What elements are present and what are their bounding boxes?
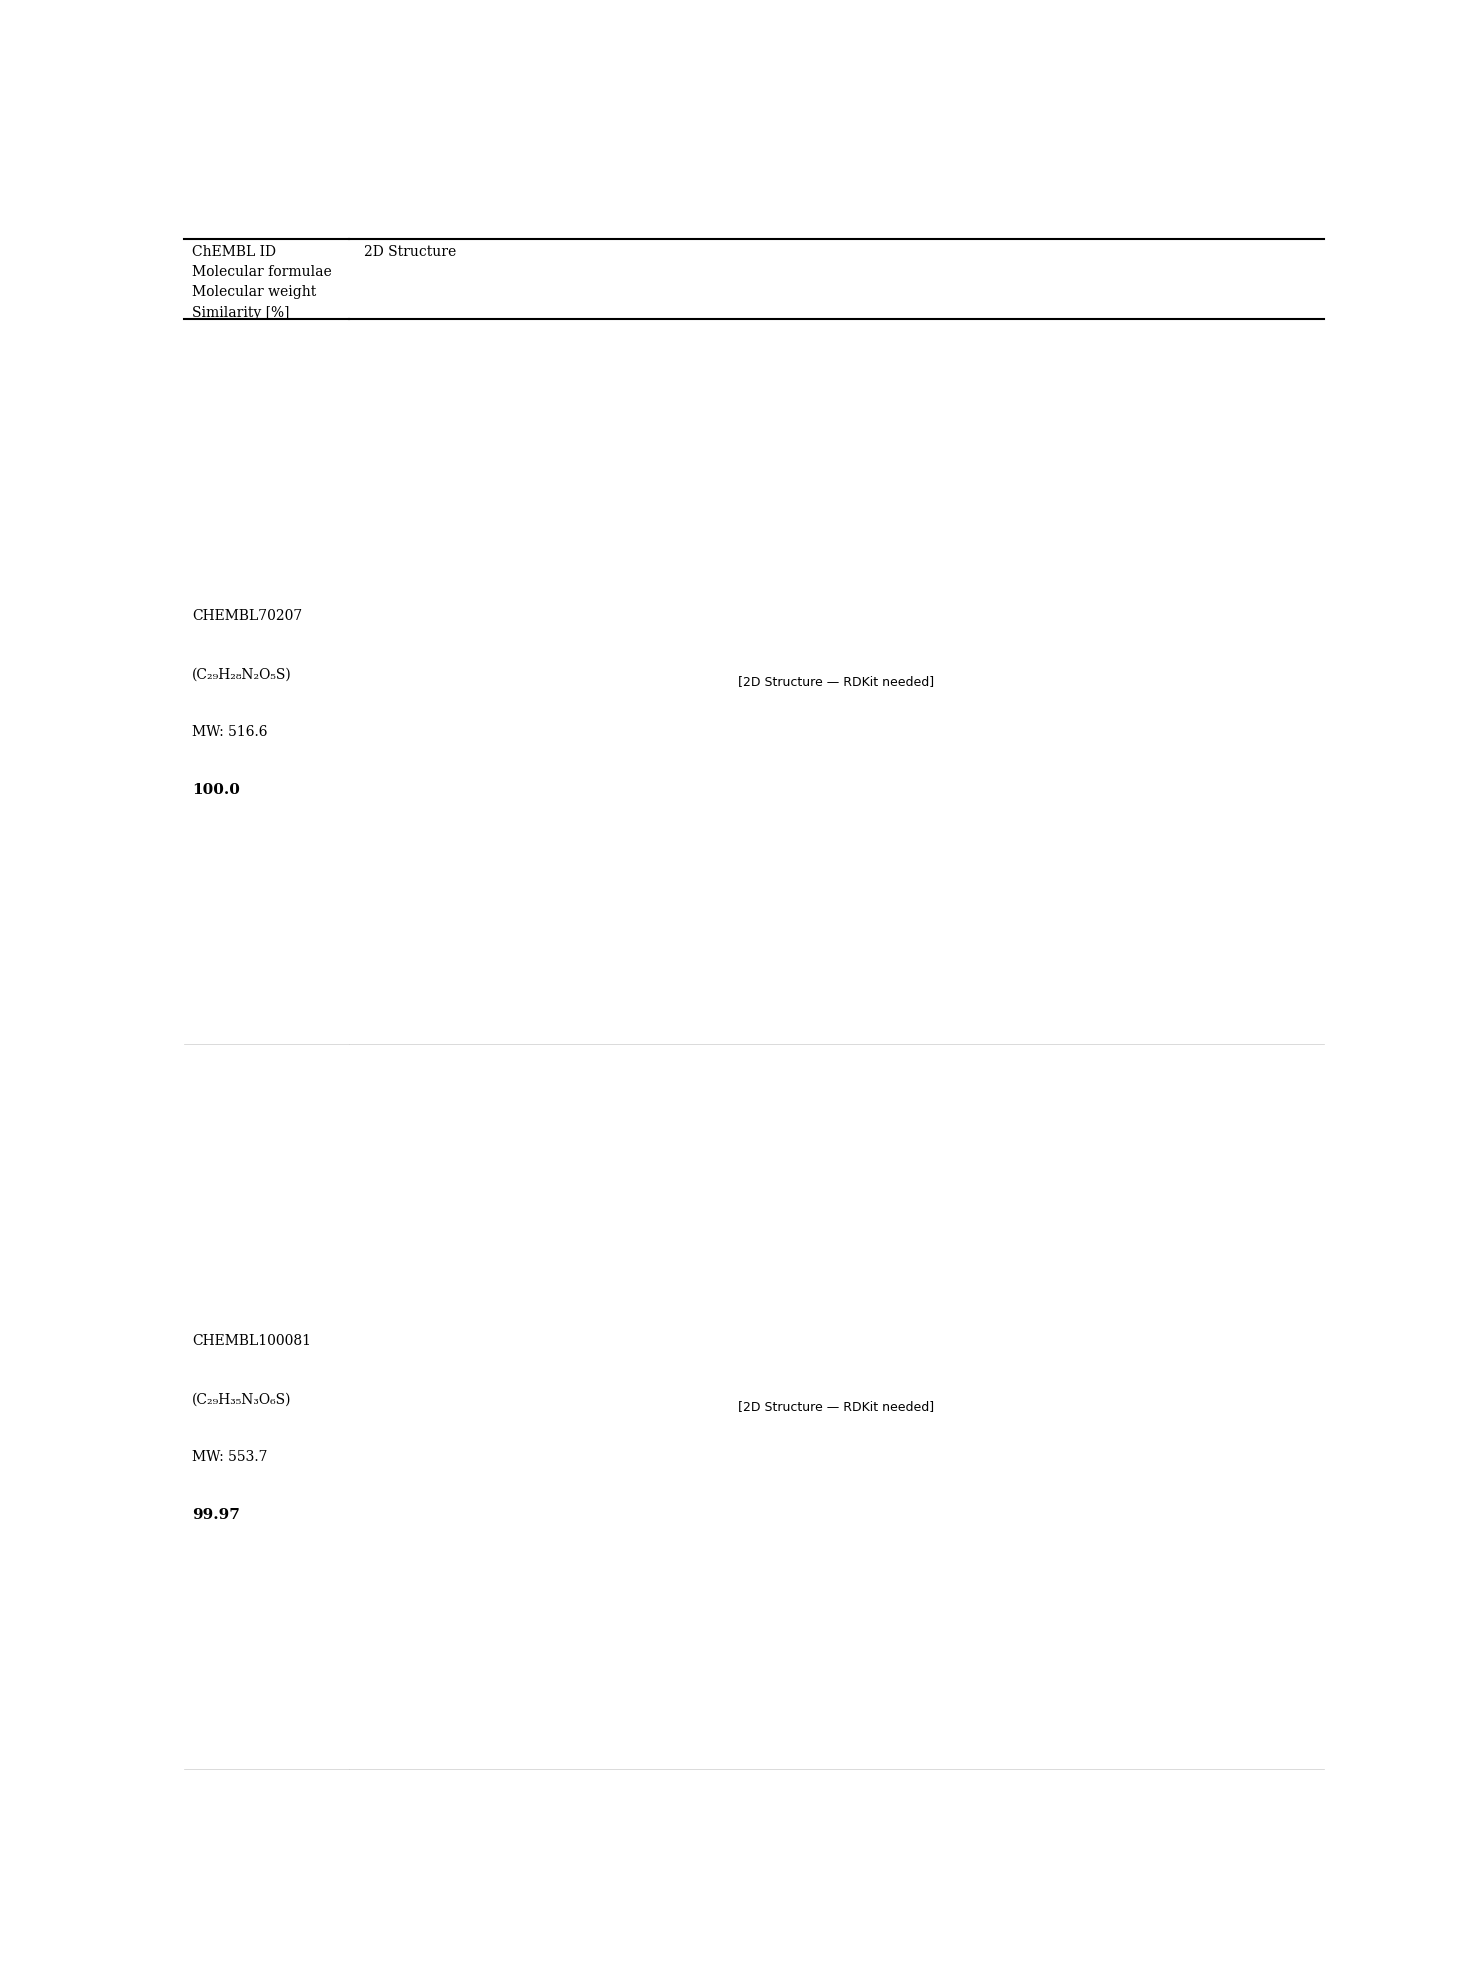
- Text: 99.97: 99.97: [193, 1509, 240, 1523]
- Text: CHEMBL100081: CHEMBL100081: [193, 1334, 312, 1348]
- Text: (C₂₉H₃₅N₃O₆S): (C₂₉H₃₅N₃O₆S): [193, 1392, 291, 1406]
- Text: Molecular formulae: Molecular formulae: [193, 264, 332, 278]
- Text: (C₂₉H₂₈N₂O₅S): (C₂₉H₂₈N₂O₅S): [193, 668, 291, 682]
- Text: 100.0: 100.0: [193, 783, 240, 797]
- Text: MW: 553.7: MW: 553.7: [193, 1451, 268, 1465]
- Text: MW: 516.6: MW: 516.6: [193, 726, 268, 740]
- Text: ChEMBL ID: ChEMBL ID: [193, 245, 277, 258]
- Text: [2D Structure — RDKit needed]: [2D Structure — RDKit needed]: [738, 676, 934, 688]
- Text: CHEMBL70207: CHEMBL70207: [193, 610, 303, 624]
- Text: [2D Structure — RDKit needed]: [2D Structure — RDKit needed]: [738, 1400, 934, 1413]
- Text: Molecular weight: Molecular weight: [193, 286, 316, 300]
- Text: 2D Structure: 2D Structure: [363, 245, 456, 258]
- Text: Similarity [%]: Similarity [%]: [193, 306, 290, 320]
